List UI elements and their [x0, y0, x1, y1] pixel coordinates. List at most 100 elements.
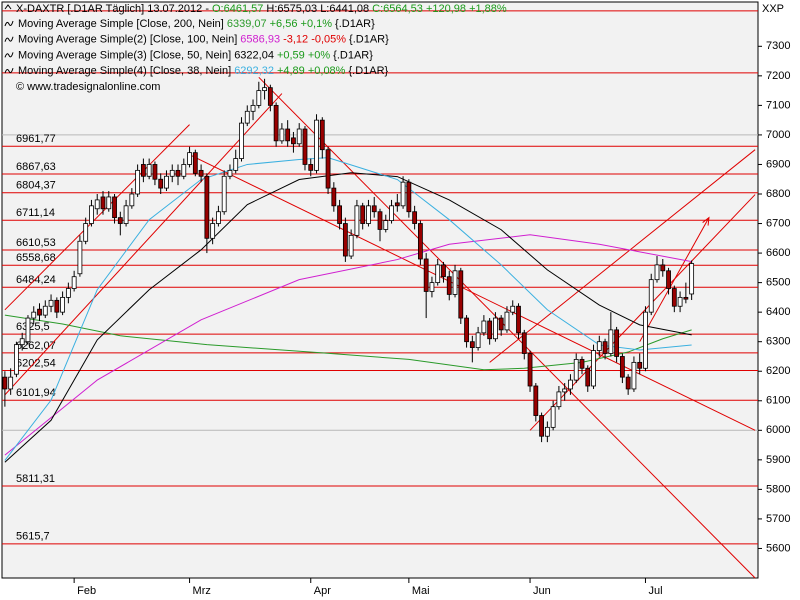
- y-tick-label: 7200: [766, 70, 790, 82]
- candle-body: [389, 205, 394, 221]
- candle-body: [31, 311, 37, 319]
- plot-area: [1, 1, 759, 579]
- candle-body: [602, 341, 608, 354]
- legend-name: Moving Average Simple(3) [Close, 50, Nei…: [18, 49, 231, 61]
- candle-body: [146, 164, 152, 177]
- y-tick-label: 7000: [766, 129, 790, 141]
- candle-body: [331, 187, 337, 207]
- candle-body: [446, 276, 452, 295]
- legend-last: 6586,93: [240, 34, 280, 46]
- candle-body: [498, 317, 504, 331]
- y-tick-label: 7300: [766, 40, 790, 52]
- candle-body: [19, 338, 25, 346]
- candle-body: [441, 264, 446, 278]
- x-tick-label: Jun: [533, 585, 551, 597]
- candle-body: [71, 276, 77, 289]
- legend-icon: [4, 67, 14, 74]
- candle-body: [371, 205, 377, 213]
- legend-icon: [4, 52, 14, 58]
- candle-body: [394, 202, 400, 207]
- y-axis-label: XXP: [762, 3, 784, 15]
- header-high-low: H:6575,03 L:6441,08: [266, 3, 369, 15]
- candle-body: [325, 149, 331, 189]
- candle-body: [239, 122, 244, 159]
- y-tick-label: 6900: [766, 158, 790, 170]
- legend-icon: [4, 20, 14, 27]
- candle-body: [48, 299, 54, 307]
- legend-entry: Moving Average Simple(2) [Close, 100, Ne…: [18, 34, 389, 46]
- legend-last: 6339,07: [227, 18, 267, 30]
- candle-body: [631, 361, 637, 390]
- candle-body: [216, 211, 221, 224]
- candle-body: [469, 341, 475, 349]
- copyright: © www.tradesignalonline.com: [16, 81, 160, 93]
- candle-body: [89, 205, 94, 224]
- y-tick-label: 5700: [766, 513, 790, 525]
- legend-change: -3,12 -0,05%: [283, 34, 346, 46]
- level-label: 6711,14: [16, 207, 55, 219]
- level-label: 6867,63: [16, 161, 56, 173]
- candle-body: [475, 332, 481, 349]
- candle-body: [262, 87, 267, 92]
- candle-body: [314, 119, 319, 171]
- level-label: 6484,24: [16, 274, 56, 286]
- legend-change: +0,59 +0%: [277, 49, 330, 61]
- x-tick-label: Feb: [77, 585, 96, 597]
- candle-body: [452, 270, 458, 295]
- y-tick-label: 6400: [766, 306, 790, 318]
- candle-body: [164, 175, 169, 189]
- trend-line: [189, 154, 756, 431]
- candle-body: [100, 196, 106, 210]
- candle-body: [689, 263, 695, 295]
- legend-name: Moving Average Simple [Close, 200, Nein]: [18, 18, 224, 30]
- header-open: O:6461,57: [212, 3, 263, 15]
- candle-body: [8, 376, 14, 390]
- legend-entry: Moving Average Simple(4) [Close, 38, Nei…: [18, 65, 389, 77]
- candle-body: [643, 311, 648, 369]
- candle-body: [383, 220, 389, 230]
- legend-icon: [4, 36, 14, 42]
- y-tick-label: 6000: [766, 424, 790, 436]
- candle-body: [481, 320, 487, 334]
- candle-body: [158, 178, 164, 189]
- y-tick-label: 6100: [766, 395, 790, 407]
- legend-last: 6322,04: [234, 49, 274, 61]
- candle-body: [539, 415, 544, 437]
- candle-body: [348, 234, 354, 257]
- level-label: 6610,53: [16, 237, 56, 249]
- candle-body: [279, 128, 285, 142]
- x-tick-label: Mrz: [193, 585, 211, 597]
- candle-body: [244, 110, 250, 124]
- candle-body: [585, 367, 591, 387]
- candle-body: [77, 240, 83, 275]
- candle-body: [562, 388, 568, 393]
- candle-body: [267, 87, 273, 106]
- candle-body: [342, 223, 348, 257]
- candle-body: [25, 317, 31, 343]
- candle-body: [412, 211, 418, 224]
- candle-body: [319, 119, 325, 151]
- moving-average-line: [4, 172, 692, 463]
- legend-change: +4,89 +0,08%: [277, 65, 346, 77]
- candle-body: [181, 164, 187, 177]
- moving-average-line: [4, 234, 692, 456]
- y-tick-label: 5900: [766, 454, 790, 466]
- candle-body: [614, 329, 620, 357]
- candle-body: [2, 376, 8, 390]
- candle-body: [493, 317, 498, 340]
- y-tick-label: 6800: [766, 188, 790, 200]
- candle-body: [291, 137, 296, 145]
- candle-body: [192, 152, 198, 174]
- candle-body: [135, 169, 141, 195]
- candle-body: [521, 332, 527, 354]
- candle-body: [360, 205, 366, 224]
- y-tick-label: 5600: [766, 542, 790, 554]
- y-tick-label: 6700: [766, 217, 790, 229]
- level-label: 6202,54: [16, 357, 56, 369]
- candle-body: [619, 356, 625, 378]
- candle-body: [648, 279, 654, 313]
- moving-average-line: [4, 314, 692, 371]
- candle-body: [65, 288, 71, 298]
- legend-change: +6,56 +0,1%: [270, 18, 333, 30]
- legend: X-DAXTR [.D1AR Täglich] 13.07.2012 - O:64…: [4, 3, 507, 93]
